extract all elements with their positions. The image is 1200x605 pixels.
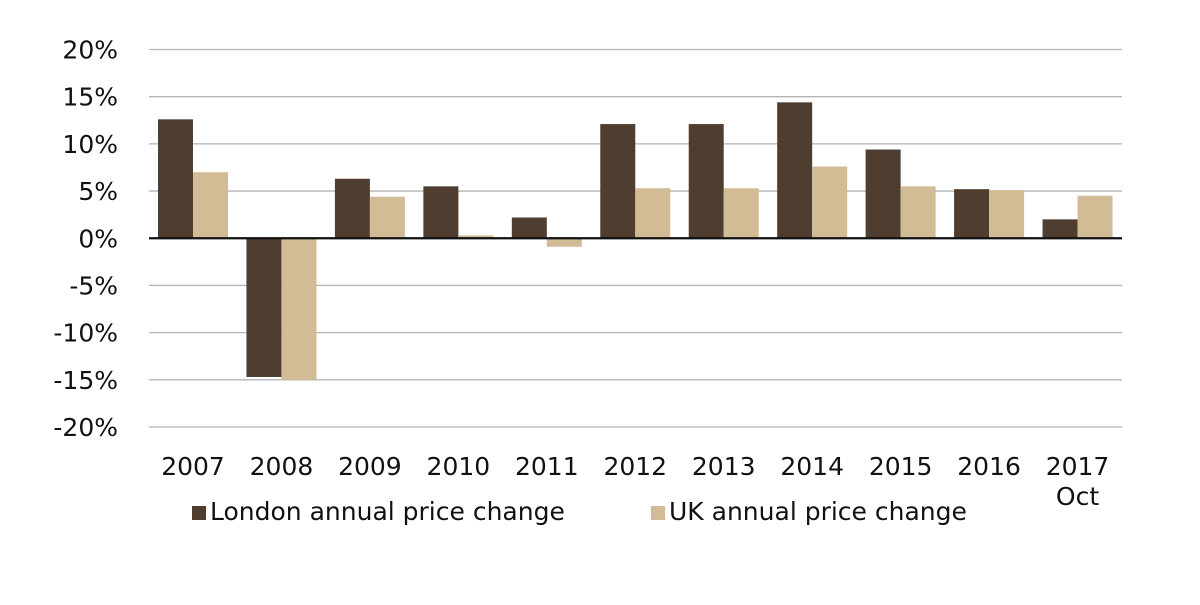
uk-bar bbox=[1077, 195, 1113, 239]
london-bar bbox=[334, 178, 370, 239]
uk-bar bbox=[812, 166, 848, 239]
x-tick-label: 2016 bbox=[957, 452, 1021, 481]
x-tick-label: 2008 bbox=[250, 452, 314, 481]
london-bar bbox=[688, 124, 724, 239]
x-tick-label: 2007 bbox=[161, 452, 225, 481]
legend-label: UK annual price change bbox=[669, 497, 967, 526]
y-tick-label: 0% bbox=[78, 224, 118, 253]
y-tick-label: -15% bbox=[53, 366, 118, 395]
uk-bar bbox=[635, 188, 671, 239]
uk-bar bbox=[458, 235, 494, 239]
x-tick-label: 2011 bbox=[515, 452, 579, 481]
london-bar bbox=[600, 124, 636, 239]
x-tick-label: 2017 bbox=[1046, 452, 1110, 481]
x-tick-label: 2014 bbox=[780, 452, 844, 481]
uk-bar bbox=[989, 190, 1025, 239]
legend-label: London annual price change bbox=[210, 497, 565, 526]
x-axis-ticks: 2007 2008 2009 2010 2011 2012 2013 2014 2015 2016… bbox=[161, 452, 1109, 511]
uk-bar bbox=[900, 186, 936, 239]
x-tick-label: 2015 bbox=[869, 452, 933, 481]
y-axis-ticks: 20% 15% 10% 5% 0% -5% -10% -15% -20% bbox=[53, 36, 118, 443]
x-tick-label: 2009 bbox=[338, 452, 402, 481]
london-bar bbox=[1042, 219, 1078, 239]
y-tick-label: 15% bbox=[62, 83, 118, 112]
y-tick-label: -10% bbox=[53, 319, 118, 348]
y-tick-label: 5% bbox=[78, 177, 118, 206]
y-tick-label: -20% bbox=[53, 413, 118, 442]
london-bar bbox=[777, 102, 813, 239]
y-tick-label: 20% bbox=[62, 36, 118, 65]
uk-bar bbox=[369, 196, 405, 239]
london-bar bbox=[865, 149, 901, 239]
london-bar bbox=[423, 186, 459, 239]
london-bar bbox=[246, 238, 282, 377]
uk-bar bbox=[546, 238, 582, 247]
bars bbox=[158, 102, 1113, 380]
y-tick-label: 10% bbox=[62, 130, 118, 159]
london-bar bbox=[158, 119, 193, 239]
legend-swatch bbox=[192, 506, 206, 520]
uk-bar bbox=[193, 172, 228, 239]
london-bar bbox=[954, 189, 990, 239]
legend-swatch bbox=[651, 506, 665, 520]
uk-bar bbox=[281, 238, 317, 380]
x-tick-label: Oct bbox=[1056, 482, 1099, 511]
x-tick-label: 2012 bbox=[603, 452, 667, 481]
y-tick-label: -5% bbox=[69, 271, 118, 300]
x-tick-label: 2013 bbox=[692, 452, 756, 481]
x-tick-label: 2010 bbox=[427, 452, 491, 481]
legend: London annual price change UK annual pric… bbox=[192, 497, 967, 526]
uk-bar bbox=[723, 188, 759, 239]
london-bar bbox=[511, 217, 547, 239]
